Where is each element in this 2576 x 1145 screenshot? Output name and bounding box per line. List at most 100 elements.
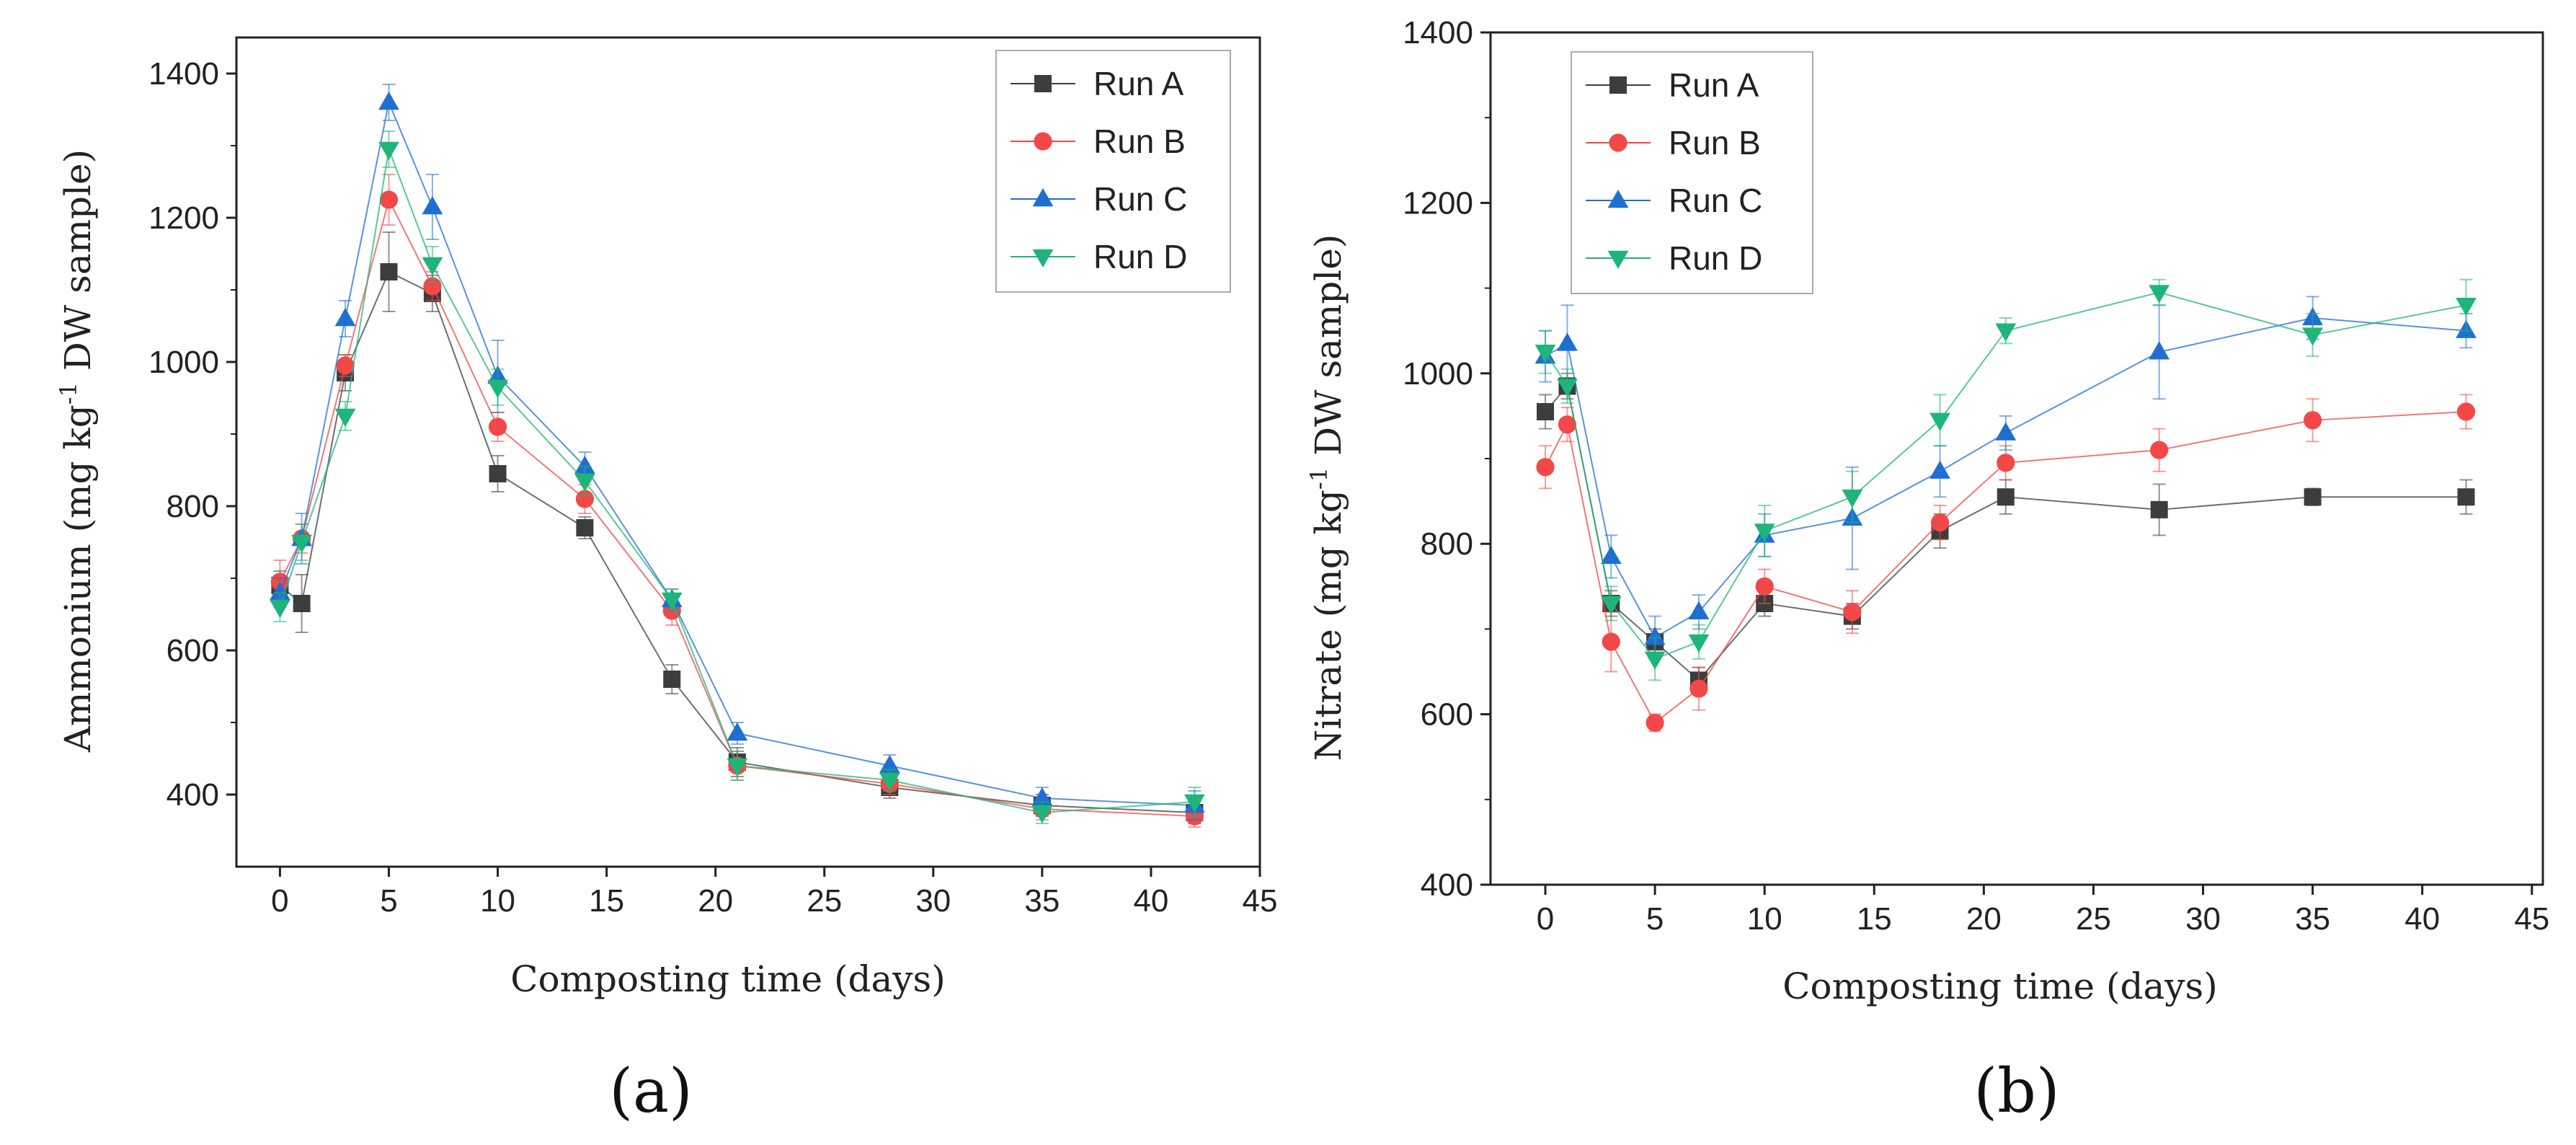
data-point [1930,513,1950,532]
data-point [2149,341,2170,360]
x-tick-label: 40 [1133,883,1168,919]
legend-label: Run B [1669,124,1761,162]
data-point [1688,601,1710,619]
chart-b: 0 5 10 15 20 25 30 35 40 45400600800100012001400 … [1305,15,2549,1126]
data-point [2457,488,2475,506]
panel-label-a: (a) [609,1056,693,1126]
series-group-a [270,84,1205,828]
data-point [1031,787,1053,806]
legend-label: Run D [1093,238,1187,275]
data-point [380,263,398,280]
data-point [661,592,683,611]
data-point [2149,285,2170,304]
x-tick-label: 25 [807,883,842,919]
series-line [279,100,1195,806]
data-point [2304,411,2322,430]
data-point [378,92,399,110]
series-line [1545,291,2466,660]
x-tick-label: 20 [1966,901,2002,937]
legend-marker [1607,250,1629,269]
x-tick-label: 5 [1646,901,1664,937]
data-point [336,356,355,375]
data-point [1600,545,1622,565]
data-point [1688,634,1710,653]
data-point [1843,603,1862,622]
x-tick-label: 25 [2076,901,2111,937]
y-tick-label: 1000 [1403,356,1473,392]
data-point [422,196,443,215]
data-point [2456,402,2476,421]
data-point [334,308,356,327]
series-line [279,146,1195,814]
data-point [423,277,442,296]
legend-b: Run A Run B Run C Run D [1571,51,1813,294]
y-tick-label: 600 [1421,697,1473,733]
data-point [2150,500,2168,518]
data-point [727,722,748,741]
data-point [1536,458,1555,477]
data-point [1644,651,1666,670]
data-point [1997,488,2015,506]
legend-label: Run C [1669,182,1762,219]
data-point [2456,298,2477,317]
chart-a: 0 5 10 15 20 25 30 35 40 45400600800100012001400 … [55,36,1278,1126]
y-tick-label: 400 [166,777,219,813]
data-point [2304,488,2322,506]
x-tick-label: 5 [380,883,397,919]
x-tick-label: 10 [480,883,515,919]
series-line [279,198,1195,817]
legend-label: Run B [1093,123,1186,160]
legend-marker [1034,75,1052,92]
data-point [1600,596,1622,614]
x-tick-label: 40 [2404,901,2440,937]
data-point [1558,415,1577,434]
legend-label: Run A [1669,66,1759,104]
x-tick-label: 30 [2185,901,2221,937]
data-point [879,755,900,774]
x-tick-label: 35 [2295,901,2330,937]
data-point [879,772,900,791]
data-point [1031,805,1053,823]
y-tick-label: 600 [166,633,219,668]
legend-marker [1032,188,1054,207]
x-tick-label: 15 [1857,901,1892,937]
data-point [1689,679,1708,698]
series-group-b [1535,278,2477,733]
data-point [379,190,399,209]
x-tick-label: 20 [698,883,733,919]
data-point [270,582,290,601]
x-axis-label-a: Composting time (days) [510,958,945,1000]
y-tick-label: 1400 [1403,15,1473,50]
data-point [422,257,443,275]
legend-a: Run A Run B Run C Run D [995,50,1231,293]
x-tick-label: 35 [1024,883,1060,919]
series-line [1545,410,2466,724]
x-axis-label-b: Composting time (days) [1782,965,2217,1007]
x-tick-label: 45 [1243,883,1278,919]
series-run-d [1535,278,2477,681]
data-point [1537,402,1555,420]
y-axis-label-b: Nitrate (mg kg-1 DW sample) [1305,234,1349,761]
axes-b: 0 5 10 15 20 25 30 35 40 45 400 600 800 1000 1200 1400 [1403,15,2549,937]
y-tick-label: 400 [1421,867,1473,903]
data-point [1997,454,2015,472]
data-point [575,490,595,508]
legend-label: Run C [1093,180,1187,218]
series-run-b [1536,394,2476,733]
data-point [488,417,507,436]
plot-frame-a [235,36,1261,868]
data-point [1755,577,1774,596]
x-tick-label: 10 [1747,901,1782,937]
legend-marker [1609,133,1627,152]
legend-marker [1607,190,1629,208]
panel-label-b: (b) [1973,1056,2059,1126]
x-tick-label: 15 [589,883,624,919]
data-point [663,671,681,688]
legend-marker [1609,76,1627,94]
legend-marker [1034,132,1052,151]
data-point [727,758,748,777]
series-line [1545,317,2466,639]
data-point [1183,794,1205,813]
x-tick-label: 0 [1537,901,1554,937]
